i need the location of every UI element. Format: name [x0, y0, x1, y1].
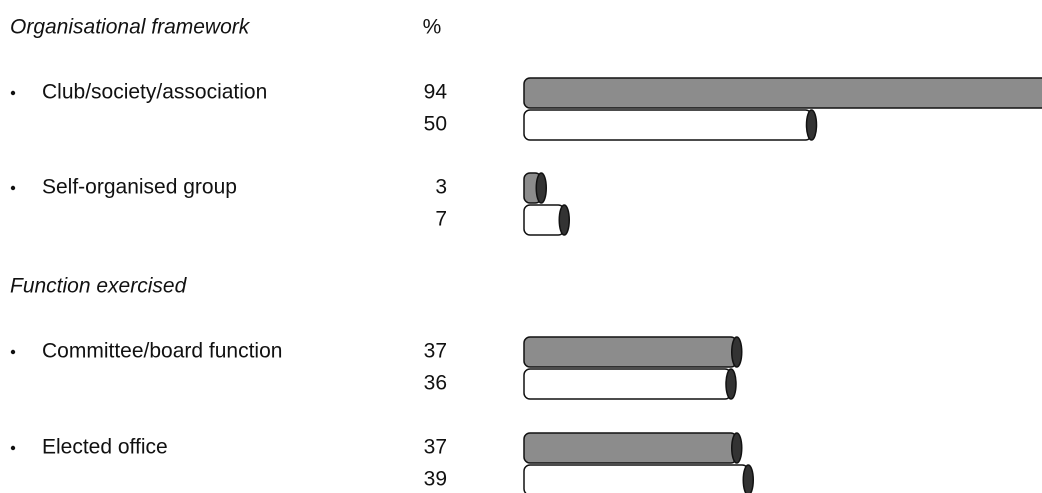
bar-cap	[742, 464, 754, 493]
value-label: 37	[424, 340, 447, 363]
category-label: Self-organised group	[42, 176, 237, 199]
category-label: Elected office	[42, 436, 168, 459]
bar-cap	[725, 368, 737, 400]
bar	[523, 77, 1042, 109]
bar	[523, 336, 738, 368]
value-label: 36	[424, 372, 447, 395]
value-label: 39	[424, 468, 447, 491]
value-label: 94	[424, 81, 448, 104]
value-label: 37	[424, 436, 447, 459]
bar-cap	[731, 432, 743, 464]
bar-cap	[731, 336, 743, 368]
bullet	[10, 349, 16, 355]
bar	[523, 368, 732, 400]
bar-cap	[558, 204, 570, 236]
value-label: 3	[435, 176, 447, 199]
bullet	[10, 445, 16, 451]
category-label: Committee/board function	[42, 340, 282, 363]
bar	[523, 464, 749, 493]
unit-label: %	[423, 16, 442, 39]
bar	[523, 204, 565, 236]
value-label: 7	[435, 208, 447, 231]
category-label: Club/society/association	[42, 81, 267, 104]
section-title: Function exercised	[10, 275, 188, 298]
bullet	[10, 185, 16, 191]
value-label: 50	[424, 113, 447, 136]
bullet	[10, 90, 16, 96]
bar-cap	[535, 172, 547, 204]
bar	[523, 109, 813, 141]
bar-cap	[805, 109, 818, 141]
section-title: Organisational framework	[10, 16, 251, 39]
bar	[523, 432, 738, 464]
